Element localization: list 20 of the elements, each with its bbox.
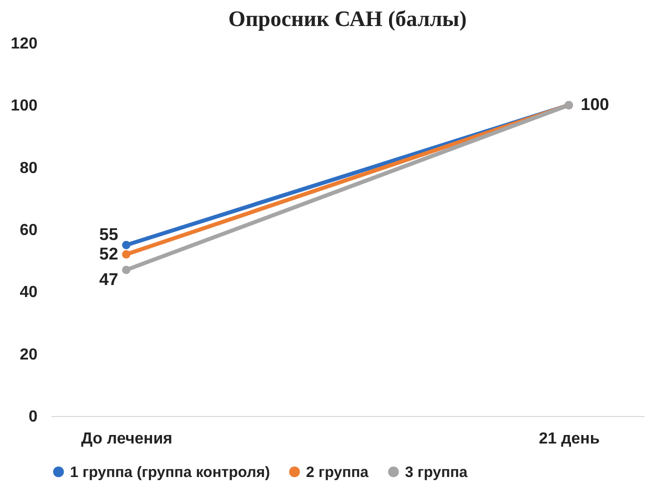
y-tick-label: 100 — [10, 98, 38, 115]
data-label: 47 — [99, 270, 118, 289]
data-label: 100 — [580, 95, 610, 114]
data-label: 52 — [99, 244, 118, 264]
y-tick-label: 60 — [20, 222, 38, 239]
x-tick-label: До лечения — [81, 430, 172, 448]
legend-label: 2 группа — [306, 464, 370, 481]
y-tick-label: 80 — [20, 160, 38, 177]
chart-title: Опросник САН (баллы) — [228, 6, 467, 31]
y-tick-label: 0 — [28, 408, 38, 426]
point — [122, 266, 130, 274]
data-label: 55 — [99, 225, 118, 244]
x-tick-label: 21 день — [538, 430, 600, 448]
legend-label: 1 группа (группа контроля) — [70, 464, 270, 481]
point — [122, 250, 130, 259]
y-tick-label: 20 — [20, 346, 38, 364]
legend-label: 3 группа — [405, 464, 468, 481]
point — [122, 240, 130, 250]
y-tick-label: 120 — [10, 36, 38, 52]
y-tick-label: 40 — [20, 284, 38, 302]
